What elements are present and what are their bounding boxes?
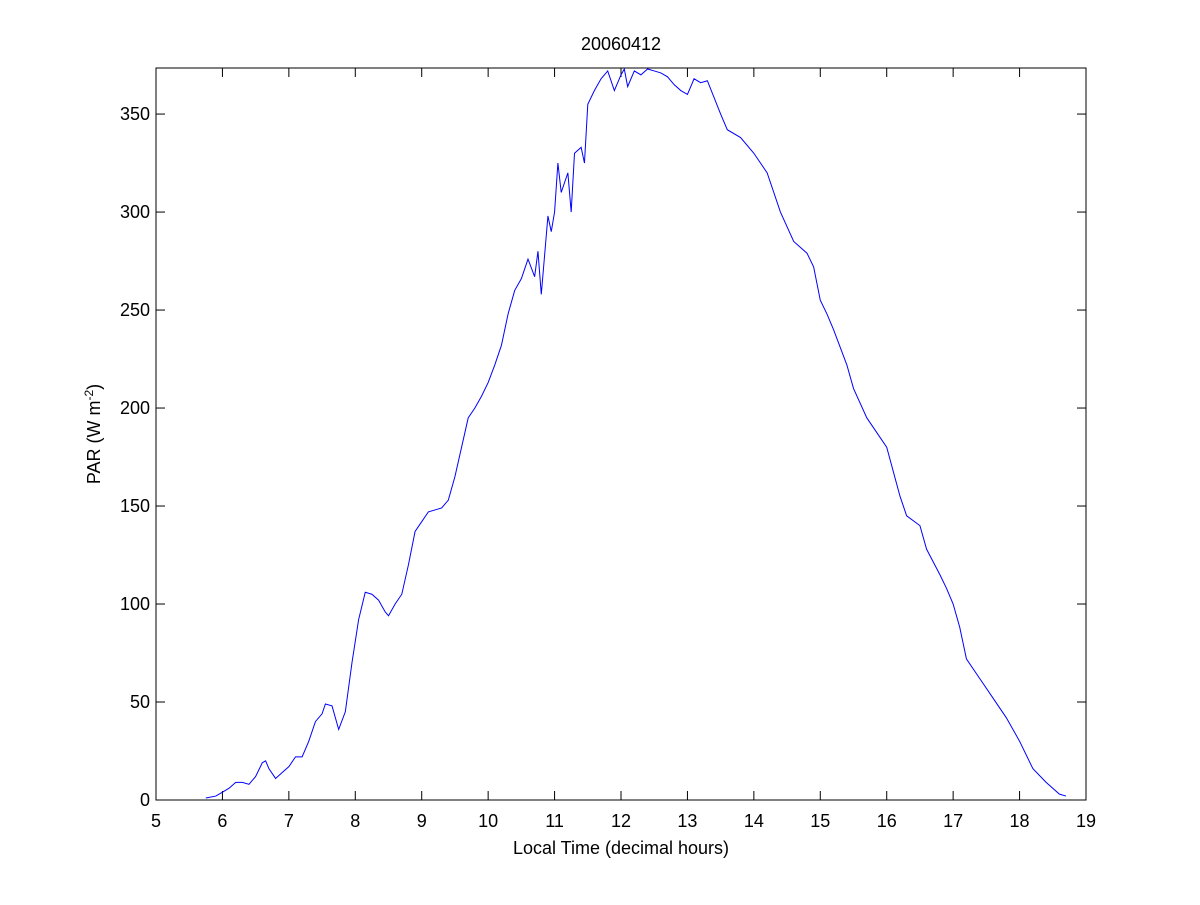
x-tick-label: 9 <box>417 811 427 831</box>
data-line <box>205 67 1067 799</box>
x-tick-label: 11 <box>545 811 564 831</box>
y-tick-label: 350 <box>120 104 150 124</box>
x-tick-label: 8 <box>350 811 360 831</box>
x-tick-label: 6 <box>217 811 227 831</box>
y-tick-label: 200 <box>120 398 150 418</box>
x-tick-label: 13 <box>677 811 697 831</box>
x-tick-label: 16 <box>877 811 897 831</box>
x-tick-label: 5 <box>151 811 161 831</box>
x-tick-label: 12 <box>611 811 631 831</box>
y-label-suffix: ) <box>84 384 104 390</box>
x-tick-label: 18 <box>1010 811 1030 831</box>
y-tick-label: 250 <box>120 300 150 320</box>
x-tick-label: 15 <box>810 811 830 831</box>
chart-title: 20060412 <box>581 34 661 54</box>
y-label-text: PAR (W m <box>84 401 104 485</box>
x-tick-label: 17 <box>943 811 963 831</box>
y-tick-label: 300 <box>120 202 150 222</box>
y-tick-label: 100 <box>120 594 150 614</box>
x-tick-label: 14 <box>744 811 764 831</box>
x-tick-label: 10 <box>478 811 498 831</box>
y-axis-label: PAR (W m-2) <box>82 384 104 484</box>
y-tick-label: 150 <box>120 496 150 516</box>
x-axis-label: Local Time (decimal hours) <box>513 838 729 858</box>
y-tick-label: 0 <box>140 790 150 810</box>
x-tick-label: 7 <box>284 811 294 831</box>
y-label-sup: -2 <box>82 390 96 401</box>
x-tick-label: 19 <box>1076 811 1096 831</box>
y-tick-label: 50 <box>130 692 150 712</box>
